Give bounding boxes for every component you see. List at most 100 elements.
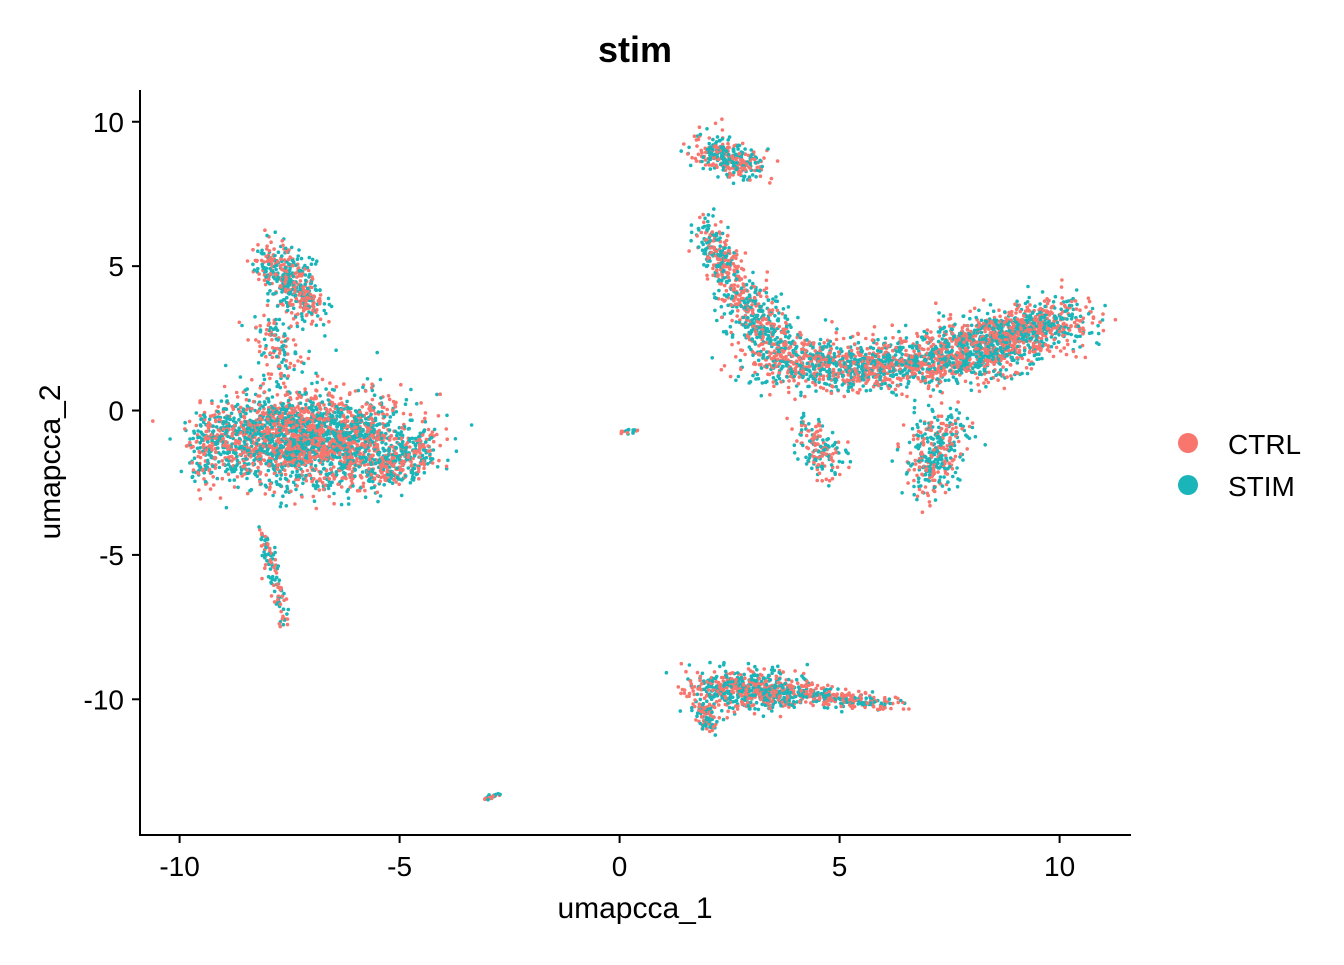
point-ctrl [272, 423, 276, 427]
point-stim [310, 408, 314, 412]
point-stim [198, 446, 202, 450]
point-ctrl [300, 424, 305, 429]
point-ctrl [189, 445, 194, 450]
point-stim [307, 406, 312, 410]
point-stim [343, 465, 347, 469]
point-ctrl [205, 423, 210, 428]
point-stim [722, 312, 727, 316]
point-ctrl [278, 264, 283, 268]
point-ctrl [328, 408, 333, 412]
point-stim [424, 455, 429, 460]
point-ctrl [256, 243, 260, 247]
point-stim [245, 476, 249, 481]
point-stim [342, 423, 346, 428]
point-stim [314, 486, 318, 491]
point-ctrl [349, 479, 354, 483]
point-stim [399, 493, 404, 498]
point-stim [207, 417, 212, 422]
point-stim [747, 345, 752, 349]
point-ctrl [289, 489, 293, 494]
point-ctrl [722, 240, 727, 245]
point-stim [278, 410, 282, 415]
point-ctrl [352, 440, 356, 444]
point-ctrl [743, 288, 747, 293]
point-stim [726, 225, 730, 230]
point-ctrl [266, 432, 270, 436]
point-ctrl [207, 468, 211, 473]
point-ctrl [232, 485, 237, 489]
point-ctrl [318, 478, 323, 483]
point-stim [742, 300, 747, 305]
point-stim [277, 317, 282, 322]
point-stim [373, 461, 378, 466]
point-stim [268, 422, 273, 427]
point-stim [360, 414, 365, 418]
point-ctrl [196, 454, 200, 459]
point-stim [294, 487, 298, 492]
point-ctrl [700, 150, 704, 155]
point-stim [332, 388, 337, 392]
point-ctrl [286, 443, 291, 447]
point-ctrl [326, 410, 330, 415]
point-stim [270, 406, 275, 410]
point-stim [753, 160, 758, 165]
point-stim [271, 464, 276, 468]
point-ctrl [734, 249, 739, 253]
point-ctrl [711, 273, 715, 278]
point-stim [756, 358, 761, 363]
point-stim [271, 493, 275, 498]
point-stim [400, 433, 405, 438]
point-stim [277, 578, 282, 582]
point-ctrl [372, 476, 377, 481]
point-stim [726, 293, 731, 297]
point-ctrl [743, 251, 748, 255]
point-stim [735, 166, 739, 171]
point-ctrl [302, 408, 307, 413]
point-ctrl [284, 269, 289, 274]
point-ctrl [282, 460, 287, 464]
point-ctrl [842, 394, 847, 399]
point-stim [363, 432, 368, 437]
point-ctrl [740, 348, 745, 353]
point-ctrl [418, 451, 422, 455]
point-ctrl [812, 341, 816, 345]
point-ctrl [273, 568, 278, 573]
point-stim [726, 303, 730, 308]
point-ctrl [768, 313, 773, 317]
point-ctrl [342, 440, 347, 445]
point-stim [309, 262, 314, 267]
point-ctrl [716, 257, 720, 262]
point-ctrl [287, 365, 292, 370]
point-ctrl [419, 401, 423, 405]
point-ctrl [354, 459, 359, 463]
point-stim [404, 446, 408, 450]
point-ctrl [259, 532, 264, 537]
point-stim [730, 309, 735, 314]
point-stim [817, 342, 822, 346]
point-ctrl [312, 294, 316, 298]
point-ctrl [308, 428, 313, 432]
point-stim [423, 420, 428, 424]
point-ctrl [279, 374, 284, 379]
point-ctrl [272, 600, 277, 604]
point-stim [245, 387, 249, 391]
point-ctrl [318, 407, 323, 411]
point-stim [735, 161, 739, 165]
point-ctrl [701, 212, 705, 217]
point-stim [718, 138, 722, 143]
point-ctrl [243, 454, 248, 459]
point-ctrl [221, 436, 225, 441]
point-stim [312, 433, 317, 438]
point-ctrl [297, 413, 301, 417]
point-stim [234, 420, 238, 425]
point-ctrl [315, 374, 320, 378]
point-stim [338, 414, 342, 419]
point-stim [360, 470, 365, 474]
point-stim [286, 607, 291, 612]
point-stim [345, 399, 349, 404]
point-stim [303, 392, 307, 396]
point-ctrl [748, 178, 752, 182]
point-ctrl [361, 484, 366, 489]
point-ctrl [720, 273, 724, 277]
point-stim [818, 337, 823, 342]
